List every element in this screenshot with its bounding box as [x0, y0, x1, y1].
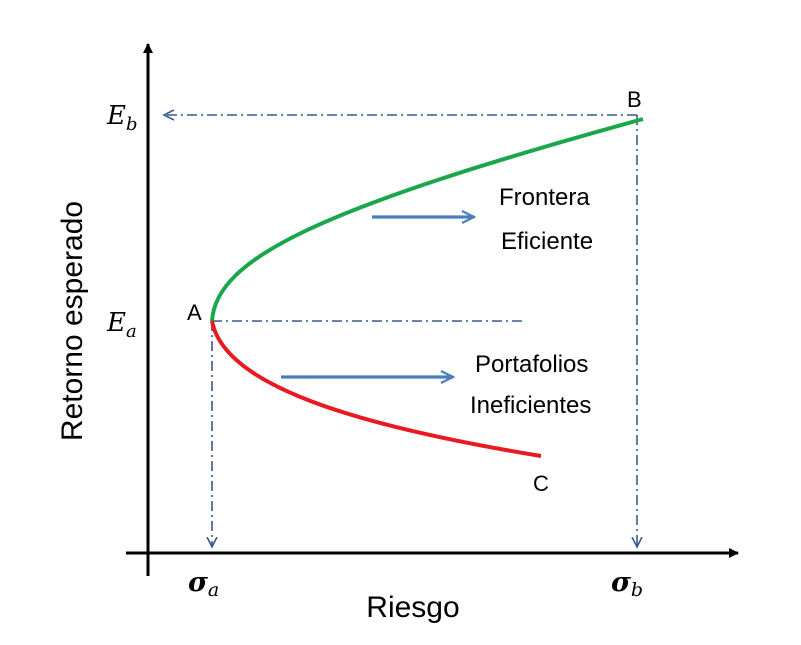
point-c-label: C: [533, 471, 549, 496]
y-tick-ea: Ea: [106, 308, 137, 342]
point-a-label: A: [187, 300, 202, 325]
y-axis-title: Retorno esperado: [56, 201, 89, 441]
inefficient-portfolios-curve: [210, 320, 542, 458]
x-tick-sigma-a: σa: [188, 567, 219, 601]
inefficient-label-line2: Ineficientes: [470, 392, 591, 419]
y-tick-eb: Eb: [106, 101, 138, 135]
x-tick-sigma-b: σb: [611, 567, 643, 601]
point-b-label: B: [627, 87, 642, 112]
efficient-label-line1: Frontera: [499, 184, 590, 211]
efficient-label-line2: Eficiente: [501, 228, 593, 255]
inefficient-label-line1: Portafolios: [475, 351, 588, 378]
x-axis-title: Riesgo: [366, 591, 459, 624]
efficient-frontier-curve: [210, 117, 644, 322]
